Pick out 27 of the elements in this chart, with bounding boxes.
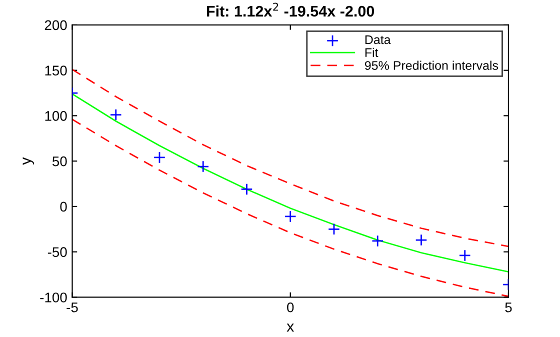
point xyxy=(284,210,296,223)
x-axis-title: x xyxy=(286,324,294,332)
line-series xyxy=(72,68,508,248)
point xyxy=(415,234,428,246)
legend-label: Fit xyxy=(365,48,378,57)
point xyxy=(240,183,253,196)
x-tick-label: 5 xyxy=(505,302,512,312)
line-series xyxy=(72,93,508,273)
x-tick-label: -5 xyxy=(66,302,78,312)
y-tick-label: 150 xyxy=(45,66,67,76)
y-tick-label: 50 xyxy=(52,156,67,166)
point xyxy=(458,249,471,262)
x-tick-label: 0 xyxy=(287,302,294,312)
y-tick-label: 0 xyxy=(60,202,67,212)
y-tick-label: -100 xyxy=(40,292,67,302)
legend-label: Data xyxy=(365,35,391,44)
y-axis-title: y xyxy=(22,157,34,165)
point xyxy=(153,151,166,164)
y-tick-label: 100 xyxy=(45,111,67,121)
point xyxy=(197,160,210,173)
y-tick-label: -50 xyxy=(48,247,67,258)
point xyxy=(110,108,122,121)
y-tick-label: 200 xyxy=(44,20,67,30)
point xyxy=(372,234,384,248)
legend-label: 95% Prediction intervals xyxy=(364,60,498,70)
point xyxy=(328,223,340,236)
chart-title: Fit: 1.12x$^{2}$ -19.54x -2.00 xyxy=(206,2,374,17)
